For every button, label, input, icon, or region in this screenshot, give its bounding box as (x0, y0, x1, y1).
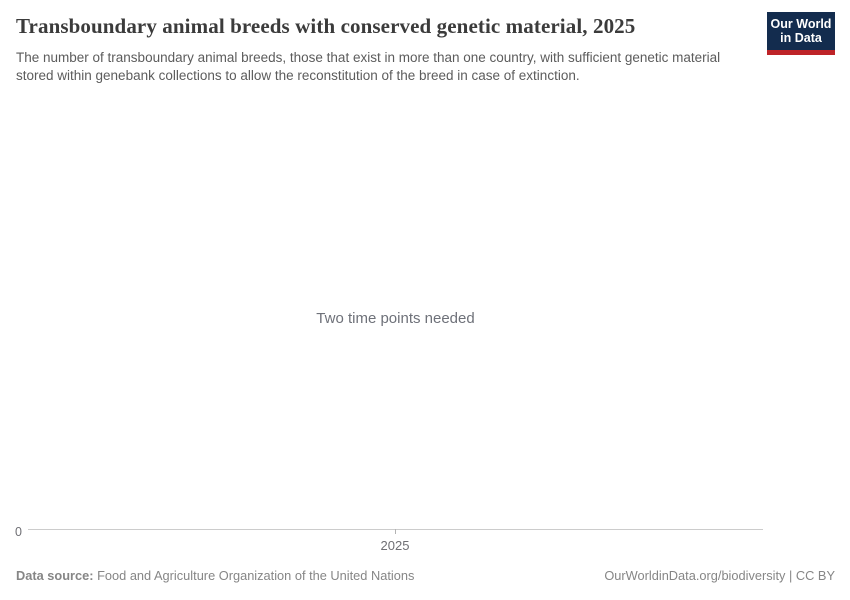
owid-logo-line-1: Our World (770, 17, 832, 31)
empty-state-message: Two time points needed (316, 310, 475, 327)
chart-footer: Data source: Food and Agriculture Organi… (16, 568, 835, 583)
owid-logo-line-2: in Data (780, 30, 822, 45)
datasource-label: Data source: (16, 568, 94, 583)
x-axis-tick-label: 2025 (380, 538, 410, 553)
chart-title: Transboundary animal breeds with conserv… (16, 14, 636, 38)
y-axis-tick-label: 0 (15, 525, 22, 539)
chart-subtitle: The number of transboundary animal breed… (16, 50, 721, 83)
datasource-value: Food and Agriculture Organization of the… (97, 568, 415, 583)
datasource: Data source: Food and Agriculture Organi… (16, 568, 414, 583)
owid-logo[interactable]: Our World in Data (767, 12, 835, 55)
x-axis-tick-mark (395, 529, 396, 534)
attribution-link[interactable]: OurWorldinData.org/biodiversity | CC BY (604, 568, 835, 583)
